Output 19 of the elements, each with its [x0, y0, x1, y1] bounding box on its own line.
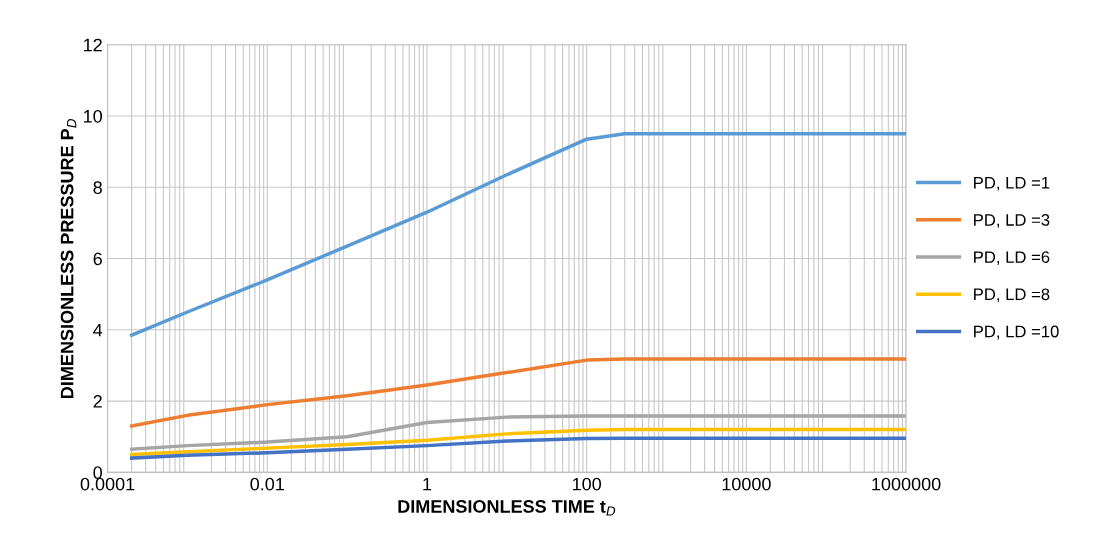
legend-label: PD, LD =6 [974, 251, 1050, 265]
legend-label: PD, LD =1 [974, 176, 1050, 191]
y-tick-label: 12 [84, 38, 102, 52]
x-tick-label: 10000 [722, 477, 771, 491]
legend-label: PD, LD =10 [974, 325, 1059, 340]
y-tick-label: 6 [93, 252, 102, 266]
y-tick-label: 10 [84, 109, 103, 123]
x-tick-label: 1 [423, 477, 432, 491]
legend-label: PD, LD =8 [974, 288, 1050, 303]
x-tick-label: 0.0001 [80, 477, 135, 491]
y-tick-label: 2 [93, 395, 102, 408]
y-axis-title: DIMENSIONLESS PRESSURE P$_{D}$ [60, 119, 77, 398]
y-tick-label: 4 [93, 323, 103, 337]
x-tick-label: 1000000 [872, 477, 941, 491]
x-tick-label: 100 [572, 477, 602, 491]
y-tick-label: 8 [93, 181, 102, 194]
x-axis-title: DIMENSIONLESS TIME t$_{D}$ [398, 500, 616, 516]
legend-label: PD, LD =3 [974, 214, 1050, 228]
x-tick-label: 0.01 [250, 477, 284, 491]
